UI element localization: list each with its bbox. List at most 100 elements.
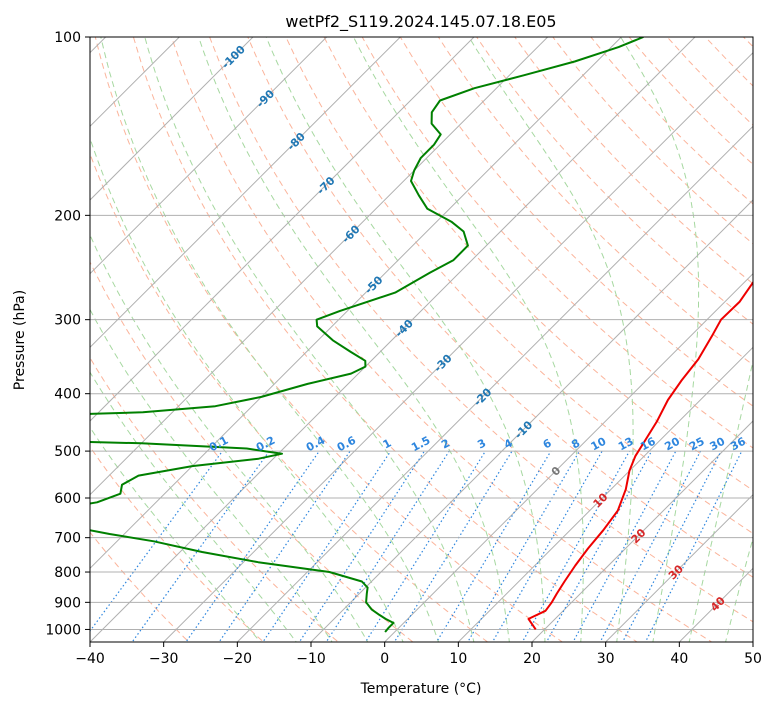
dry-adiabat-line	[90, 260, 414, 642]
dewpoint-line	[90, 37, 644, 633]
isotherm-line	[457, 346, 753, 642]
moist-adiabat-line	[620, 37, 700, 642]
moist-adiabat-line	[352, 37, 584, 642]
moist-adiabat-line	[725, 536, 753, 642]
isotherm-line	[90, 37, 622, 570]
y-tick-label: 100	[54, 30, 81, 46]
x-tick-label: 20	[523, 651, 541, 667]
mixing-ratio-label: 16	[638, 435, 658, 454]
y-tick-label: 600	[54, 491, 81, 507]
x-tick-label: 50	[744, 651, 762, 667]
isotherm-line	[90, 37, 328, 275]
mixing-ratio-line	[298, 450, 425, 642]
moist-adiabat-line	[90, 233, 369, 642]
isotherm-label: -100	[219, 43, 248, 72]
dry-adiabat-line	[361, 37, 753, 449]
y-tick-label: 1000	[45, 622, 81, 638]
mixing-ratio-label: 25	[687, 435, 707, 454]
dry-adiabat-line	[437, 37, 753, 366]
dry-adiabat-line	[590, 37, 753, 205]
mixing-ratio-line	[545, 450, 653, 642]
mixing-ratio-label: 20	[662, 435, 682, 454]
temperature-line	[527, 280, 753, 630]
y-axis-label: Pressure (hPa)	[12, 290, 28, 390]
dry-adiabat-line	[323, 37, 753, 491]
dry-adiabat-line	[552, 37, 753, 245]
mixing-ratio-line	[644, 450, 743, 642]
y-tick-label: 500	[54, 444, 81, 460]
mixing-ratio-line	[325, 450, 450, 642]
dry-adiabat-line	[94, 37, 564, 642]
mixing-ratio-label: 13	[616, 435, 636, 454]
moist-adiabat-line	[198, 37, 510, 642]
plot-frame	[89, 36, 754, 643]
mixing-ratio-label: 6	[541, 436, 554, 451]
isotherm-line	[90, 37, 401, 349]
dry-adiabat-line	[90, 356, 339, 642]
dry-adiabat-line	[209, 37, 753, 623]
mixing-ratio-line	[218, 450, 351, 642]
x-tick-label: −10	[296, 651, 326, 667]
isotherm-line	[752, 641, 753, 642]
dry-adiabat-line	[514, 37, 753, 285]
x-tick-label: 40	[670, 651, 688, 667]
x-axis: −40 −30 −20 −10 0 10 20 30 40 50	[75, 642, 762, 667]
mixing-ratio-line	[491, 450, 603, 642]
dry-adiabat-line	[247, 37, 753, 578]
isotherm-line	[163, 51, 753, 642]
mixing-ratio-label: 1	[381, 436, 394, 451]
mixing-ratio-line	[521, 450, 631, 642]
moist-adiabat-line	[90, 371, 297, 642]
mixing-ratio-label: 10	[589, 435, 609, 454]
mixing-ratio-line	[185, 450, 320, 642]
isotherm-line	[531, 420, 753, 642]
isotherm-line	[605, 493, 753, 642]
mixing-ratio-line	[262, 450, 392, 642]
moist-adiabat-line	[265, 37, 546, 642]
y-axis: 1000 900 800 700 600 500 400 300 200 100	[45, 30, 90, 638]
isotherm-line	[90, 37, 696, 642]
y-tick-label: 400	[54, 387, 81, 403]
moist-adiabat-line	[90, 136, 404, 642]
x-tick-label: −20	[223, 651, 253, 667]
y-tick-label: 700	[54, 531, 81, 547]
mixing-ratio-label: 30	[708, 435, 728, 454]
dry-adiabat-line	[285, 37, 753, 535]
x-tick-label: 30	[597, 651, 615, 667]
y-tick-label: 200	[54, 208, 81, 224]
x-tick-label: −30	[149, 651, 179, 667]
isotherm-line	[90, 37, 254, 201]
dry-adiabat-line	[399, 37, 753, 407]
x-tick-label: 10	[449, 651, 467, 667]
isotherm-line	[678, 567, 753, 642]
moist-adiabat-line	[100, 37, 440, 642]
y-tick-label: 800	[54, 565, 81, 581]
x-tick-label: −40	[75, 651, 105, 667]
moist-adiabat-line	[144, 37, 475, 642]
pressure-grid	[90, 37, 753, 630]
moist-adiabat-line	[468, 37, 634, 642]
moist-adiabat-line	[688, 358, 753, 642]
mixing-ratio-line	[435, 450, 552, 642]
isotherm-line	[310, 199, 753, 642]
dry-adiabat-line	[90, 446, 265, 642]
y-tick-label: 300	[54, 313, 81, 329]
moist-adiabat-line	[90, 308, 333, 642]
mixing-ratio-label: 2	[439, 436, 452, 451]
mixing-ratio-line	[467, 450, 580, 642]
mixing-ratio-label: 36	[728, 435, 748, 454]
chart-title: wetPf2_S119.2024.145.07.18.E05	[285, 12, 556, 32]
dry-adiabat-line	[666, 37, 753, 126]
profile-series	[90, 37, 753, 633]
moist-adiabat-line	[90, 426, 261, 642]
isotherm-line	[90, 37, 475, 422]
mixing-ratio-line	[131, 450, 270, 642]
mixing-ratio-label: 3	[475, 436, 488, 451]
x-tick-label: 0	[380, 651, 389, 667]
isotherm-line	[90, 37, 549, 496]
x-axis-label: Temperature (°C)	[360, 681, 482, 697]
dry-adiabat-line	[743, 37, 753, 48]
isotherm-label: -90	[254, 87, 277, 110]
isotherm-line	[384, 272, 753, 642]
